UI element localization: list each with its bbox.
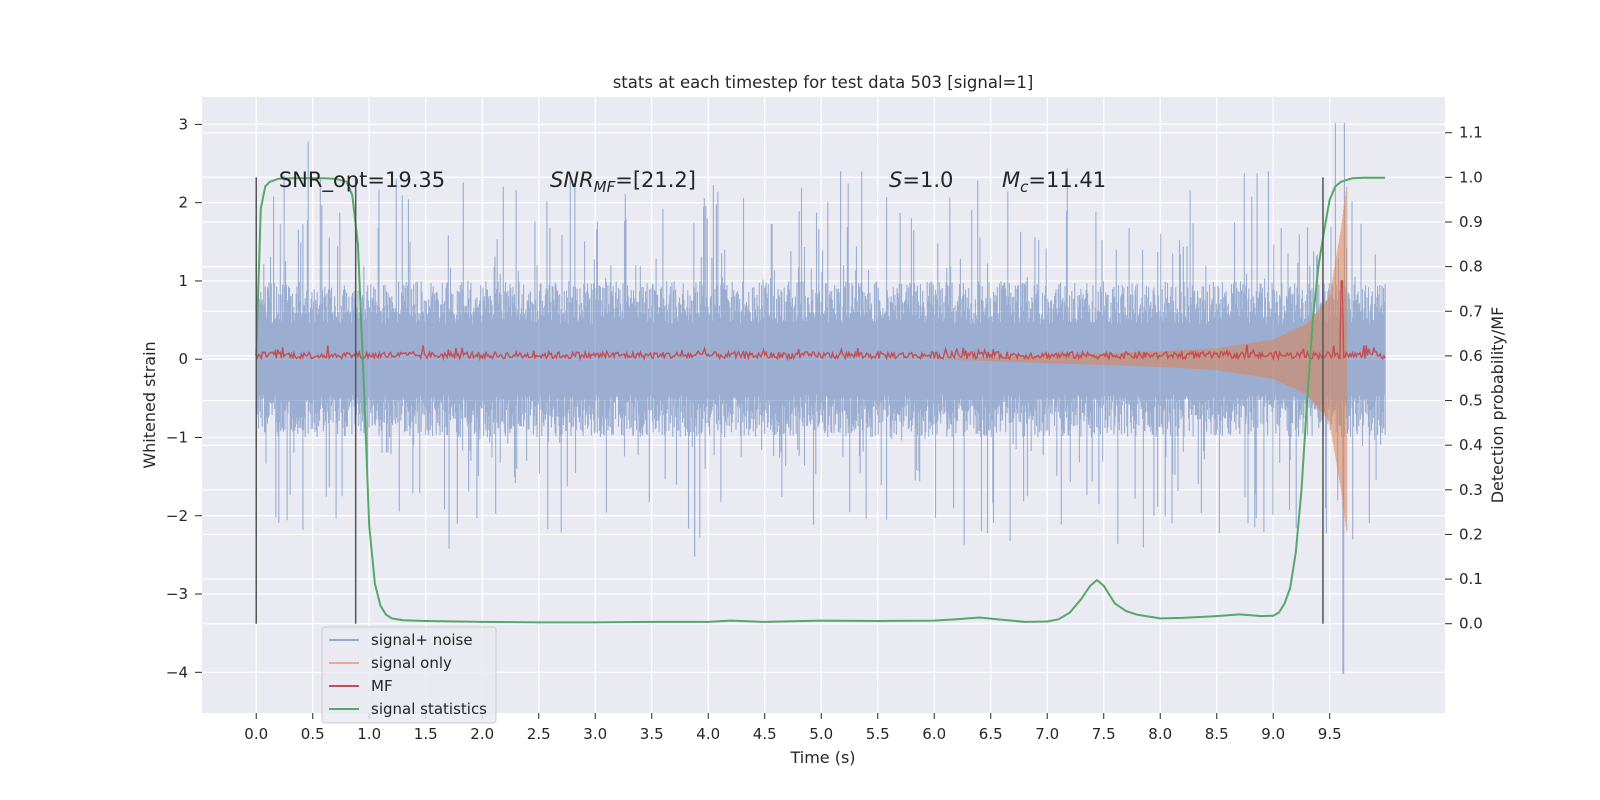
annotation-snr-opt: SNR_opt=19.35 — [279, 168, 445, 193]
legend-box — [321, 626, 497, 724]
y-axis-label: Whitened strain — [140, 341, 159, 468]
x-tick-label: 5.5 — [866, 725, 890, 743]
x-tick-label: 6.0 — [922, 725, 946, 743]
legend-label-signal-statistics: signal statistics — [371, 700, 487, 718]
legend-label-signal-only: signal only — [371, 654, 452, 672]
series-signal-only — [934, 187, 1348, 532]
x-tick-label: 5.0 — [809, 725, 833, 743]
y-tick-label: 2 — [178, 194, 188, 212]
y2-tick-label: 0.7 — [1459, 302, 1483, 320]
annotation-snr-mf: SNRMF=[21.2] — [550, 168, 696, 196]
annotation-snr-mf-prefix: SNR — [550, 168, 594, 192]
x-tick-label: 6.5 — [979, 725, 1003, 743]
y-tick-label: −4 — [166, 663, 188, 681]
legend-label-signal-noise: signal+ noise — [371, 631, 473, 649]
annotation-s-value: =1.0 — [902, 168, 953, 192]
annotations: SNR_opt=19.35 SNRMF=[21.2] S=1.0 Mc=11.4… — [279, 168, 1106, 196]
y-tick-label: −2 — [166, 507, 188, 525]
annotation-mc: Mc=11.41 — [1002, 168, 1106, 196]
x-tick-label: 7.0 — [1035, 725, 1059, 743]
annotation-snr-mf-sub: MF — [594, 178, 616, 196]
annotation-snr-mf-value: =[21.2] — [615, 168, 696, 192]
y2-tick-label: 0.1 — [1459, 570, 1483, 588]
y2-tick-label: 0.8 — [1459, 258, 1483, 276]
y2-tick-label: 1.0 — [1459, 168, 1483, 186]
y2-tick-label: 1.1 — [1459, 124, 1483, 142]
y2-tick-label: 0.0 — [1459, 615, 1483, 633]
y2-tick-label: 0.2 — [1459, 525, 1483, 543]
x-tick-label: 8.0 — [1148, 725, 1172, 743]
annotation-mc-value: =11.41 — [1028, 168, 1106, 192]
x-tick-label: 1.0 — [357, 725, 381, 743]
vertical-markers — [255, 177, 1324, 624]
series-mf — [255, 280, 1386, 362]
x-tick-label: 9.0 — [1261, 725, 1285, 743]
y2-tick-label: 0.4 — [1459, 436, 1483, 454]
x-tick-label: 3.5 — [640, 725, 664, 743]
x-tick-label: 8.5 — [1205, 725, 1229, 743]
y-tick-label: 0 — [178, 350, 188, 368]
x-tick-label: 0.5 — [301, 725, 325, 743]
series-signal-statistics — [255, 176, 1386, 624]
x-tick-label: 3.0 — [583, 725, 607, 743]
legend: signal+ noise signal only MF signal stat… — [321, 626, 497, 724]
x-tick-label: 4.0 — [696, 725, 720, 743]
x-tick-label: 4.5 — [753, 725, 777, 743]
y-tick-label: −1 — [166, 428, 188, 446]
annotation-s-prefix: S — [889, 168, 902, 192]
y2-tick-label: 0.5 — [1459, 392, 1483, 410]
annotation-mc-prefix: M — [1002, 168, 1020, 192]
y2-tick-label: 0.3 — [1459, 481, 1483, 499]
x-tick-label: 9.5 — [1318, 725, 1342, 743]
x-tick-label: 2.5 — [527, 725, 551, 743]
annotation-mc-sub: c — [1020, 178, 1029, 196]
x-tick-label: 0.0 — [244, 725, 268, 743]
y2-tick-label: 0.9 — [1459, 213, 1483, 231]
y2-axis-label: Detection probability/MF — [1488, 307, 1507, 504]
y-tick-label: 3 — [178, 115, 188, 133]
x-tick-label: 7.5 — [1092, 725, 1116, 743]
x-tick-label: 1.5 — [414, 725, 438, 743]
y2-tick-label: 0.6 — [1459, 347, 1483, 365]
x-tick-label: 2.0 — [470, 725, 494, 743]
y-tick-label: −3 — [166, 585, 188, 603]
x-axis-label: Time (s) — [789, 748, 855, 767]
series-layer — [255, 122, 1386, 674]
y-tick-label: 1 — [178, 272, 188, 290]
legend-label-mf: MF — [371, 677, 393, 695]
chart-title: stats at each timestep for test data 503… — [613, 73, 1034, 92]
annotation-s: S=1.0 — [889, 168, 953, 192]
ticks: 0.0 0.5 1.0 1.5 2.0 2.5 3.0 3.5 4.0 4.5 5.0 5.5 6.0 6… — [166, 115, 1483, 743]
